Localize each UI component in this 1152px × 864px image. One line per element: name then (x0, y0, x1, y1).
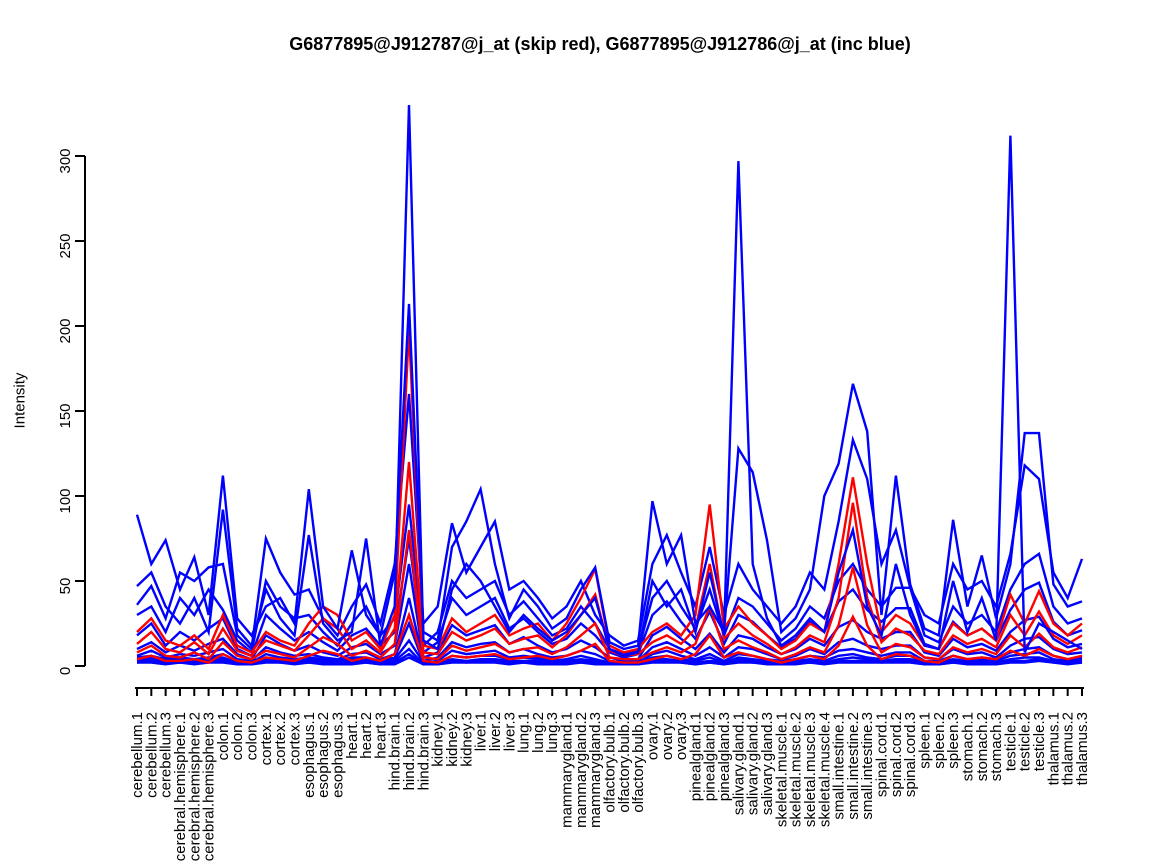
x-tick-label: salivary.gland.3 (759, 712, 776, 815)
x-tick-label: mammarygland.2 (573, 712, 590, 828)
series-line-skip_red_03 (136, 529, 1083, 661)
x-tick-label: skeletal.muscle.4 (816, 712, 833, 827)
x-tick-label: esophagus.3 (329, 712, 346, 798)
x-tick-label: ovary.2 (659, 712, 676, 760)
x-tick-label: hind.brain.2 (401, 712, 418, 790)
x-tick-label: heart.2 (358, 712, 375, 759)
x-tick-label: cerebral.hemisphere.2 (186, 712, 203, 861)
x-tick-label: lung.1 (516, 712, 533, 753)
x-tick-label: spleen.3 (945, 712, 962, 769)
y-tick-label: 300 (57, 148, 74, 173)
y-tick-label: 250 (57, 233, 74, 258)
x-tick-label: spleen.1 (916, 712, 933, 769)
x-tick-label: cerebral.hemisphere.1 (172, 712, 189, 861)
x-tick-label: pinealgland.1 (687, 712, 704, 801)
series-line-inc_blue_02 (135, 303, 1083, 651)
x-tick-label: cortex.1 (258, 712, 275, 765)
y-tick-label: 150 (57, 403, 74, 428)
x-tick-label: lung.2 (530, 712, 547, 753)
x-tick-label: hind.brain.3 (415, 712, 432, 790)
x-tick-label: heart.1 (344, 712, 361, 759)
x-tick-label: testicle.1 (1002, 712, 1019, 771)
series-line-inc_blue_12 (137, 656, 1083, 666)
x-tick-label: testicle.2 (1017, 712, 1034, 771)
x-tick-label: small.intestine.3 (859, 712, 876, 820)
y-tick-label: 0 (57, 667, 74, 675)
y-tick-label: 200 (57, 318, 74, 343)
x-tick-label: thalamus.3 (1074, 712, 1091, 785)
x-tick-label: cerebral.hemisphere.3 (201, 712, 218, 861)
x-tick-label: spinal.cord.1 (874, 712, 891, 797)
x-tick-label: stomach.1 (959, 712, 976, 781)
series-line-inc_blue_03 (136, 393, 1084, 652)
x-tick-label: hind.brain.1 (387, 712, 404, 790)
y-tick-label: 100 (57, 488, 74, 513)
x-tick-label: spinal.cord.2 (888, 712, 905, 797)
x-tick-label: liver.1 (473, 712, 490, 751)
x-tick-label: salivary.gland.2 (745, 712, 762, 815)
series-line-skip_red_02 (136, 461, 1083, 658)
x-tick-label: cerebellum.2 (143, 712, 160, 798)
x-tick-label: cortex.3 (286, 712, 303, 765)
x-tick-label: olfactory.bulb.2 (616, 712, 633, 813)
x-tick-label: liver.2 (487, 712, 504, 751)
x-tick-label: spleen.2 (931, 712, 948, 769)
x-tick-label: cerebellum.3 (158, 712, 175, 798)
y-axis-title: Intensity (11, 372, 29, 429)
x-tick-label: mammarygland.1 (559, 712, 576, 828)
chart-title: G6877895@J912787@j_at (skip red), G68778… (289, 34, 911, 54)
series-line-inc_blue_01 (136, 104, 1083, 658)
x-tick-label: colon.3 (244, 712, 261, 760)
x-tick-label: stomach.2 (974, 712, 991, 781)
x-tick-label: spinal.cord.3 (902, 712, 919, 797)
series-line-skip_red_04 (136, 611, 1083, 664)
x-tick-label: stomach.3 (988, 712, 1005, 781)
x-tick-label: ovary.3 (673, 712, 690, 760)
x-tick-label: cerebellum.1 (129, 712, 146, 798)
x-tick-label: liver.3 (501, 712, 518, 751)
y-tick-label: 50 (57, 578, 74, 595)
x-tick-label: ovary.1 (644, 712, 661, 760)
x-tick-label: kidney.3 (458, 712, 475, 767)
x-tick-label: cortex.2 (272, 712, 289, 765)
x-tick-label: skeletal.muscle.1 (773, 712, 790, 827)
x-tick-label: small.intestine.1 (831, 712, 848, 820)
x-tick-label: esophagus.1 (301, 712, 318, 798)
x-tick-label: kidney.2 (444, 712, 461, 767)
x-tick-label: salivary.gland.1 (730, 712, 747, 815)
x-tick-label: colon.2 (229, 712, 246, 760)
x-tick-label: kidney.1 (430, 712, 447, 767)
x-tick-label: mammarygland.3 (587, 712, 604, 828)
x-tick-label: olfactory.bulb.3 (630, 712, 647, 813)
x-tick-label: esophagus.2 (315, 712, 332, 798)
x-tick-label: testicle.3 (1031, 712, 1048, 771)
x-tick-label: colon.1 (215, 712, 232, 760)
x-tick-label: heart.3 (372, 712, 389, 759)
x-tick-label: pinealgland.2 (702, 712, 719, 801)
x-tick-label: lung.3 (544, 712, 561, 753)
x-tick-label: skeletal.muscle.2 (788, 712, 805, 827)
x-tick-label: olfactory.bulb.1 (601, 712, 618, 813)
x-tick-label: skeletal.muscle.3 (802, 712, 819, 827)
x-tick-label: thalamus.2 (1060, 712, 1077, 785)
x-tick-label: thalamus.1 (1045, 712, 1062, 785)
x-tick-label: pinealgland.3 (716, 712, 733, 801)
x-tick-label: small.intestine.2 (845, 712, 862, 820)
